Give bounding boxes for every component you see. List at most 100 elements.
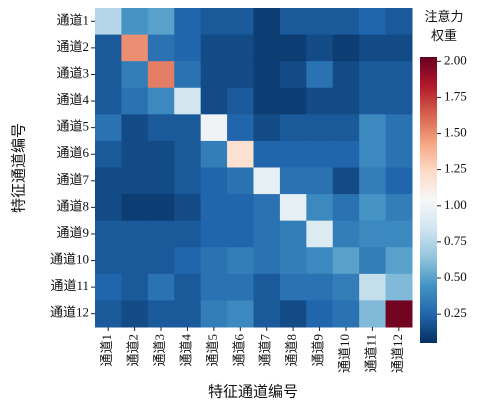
heatmap-cell xyxy=(147,8,175,36)
heatmap-cell xyxy=(174,34,202,62)
heatmap-cell xyxy=(147,140,175,168)
heatmap-cell xyxy=(147,273,175,301)
heatmap-cell xyxy=(121,61,149,89)
heatmap-cell xyxy=(227,87,254,115)
x-tick-label: 通道8 xyxy=(284,334,299,367)
colorbar-tick-label: 1.00 xyxy=(444,197,467,212)
heatmap-cell xyxy=(147,194,175,222)
heatmap-cell xyxy=(147,114,175,142)
heatmap-cell xyxy=(200,220,228,248)
heatmap-cell xyxy=(279,220,307,248)
heatmap-cell xyxy=(147,167,175,195)
heatmap-cell xyxy=(359,220,387,248)
heatmap-cell xyxy=(200,194,228,222)
heatmap-cell xyxy=(227,247,254,275)
heatmap-cell xyxy=(279,140,307,168)
heatmap-cell xyxy=(253,34,281,62)
colorbar-tick-label: 1.25 xyxy=(444,161,467,176)
heatmap-cell xyxy=(306,114,334,142)
heatmap-cell xyxy=(359,87,387,115)
colorbar xyxy=(420,57,437,343)
heatmap-cell xyxy=(95,34,122,62)
heatmap-cell xyxy=(121,273,149,301)
heatmap-cell xyxy=(306,300,334,328)
heatmap-cell xyxy=(227,300,254,328)
heatmap-cell xyxy=(200,167,228,195)
x-tick-label: 通道11 xyxy=(363,334,378,373)
x-tick-label: 通道7 xyxy=(258,334,273,367)
y-tick-label: 通道3 xyxy=(56,65,89,80)
heatmap-cell xyxy=(332,273,360,301)
y-tick-label: 通道1 xyxy=(56,12,89,27)
heatmap-cell xyxy=(95,8,122,36)
heatmap-cell xyxy=(332,167,360,195)
colorbar-title: 注意力 xyxy=(424,9,463,24)
heatmap-cell xyxy=(147,300,175,328)
x-tick-label: 通道3 xyxy=(152,334,167,367)
x-tick-label: 通道5 xyxy=(205,334,220,367)
y-axis-label: 特征通道编号 xyxy=(10,123,27,213)
heatmap-cell xyxy=(174,114,202,142)
heatmap-cell xyxy=(306,247,334,275)
x-tick-label: 通道10 xyxy=(337,334,352,373)
y-tick-label: 通道5 xyxy=(56,119,89,134)
x-tick-label: 通道6 xyxy=(231,334,246,367)
heatmap-cell xyxy=(227,34,254,62)
heatmap-cell xyxy=(147,220,175,248)
heatmap-cell xyxy=(253,87,281,115)
colorbar-tick-label: 0.50 xyxy=(444,269,467,284)
heatmap-cell xyxy=(95,87,122,115)
heatmap-cell xyxy=(174,194,202,222)
heatmap-cell xyxy=(95,220,122,248)
heatmap-cell xyxy=(227,167,254,195)
heatmap-cell xyxy=(174,300,202,328)
heatmap-cell xyxy=(95,167,122,195)
heatmap-cell xyxy=(385,220,413,248)
heatmap-cell xyxy=(359,167,387,195)
y-tick-label: 通道4 xyxy=(56,92,89,107)
heatmap-cell xyxy=(253,194,281,222)
y-tick-label: 通道9 xyxy=(56,225,89,240)
heatmap-cell xyxy=(385,247,413,275)
heatmap-cell xyxy=(279,34,307,62)
heatmap-cell xyxy=(332,220,360,248)
heatmap-cell xyxy=(253,167,281,195)
heatmap-cell xyxy=(95,273,122,301)
colorbar-tick-label: 0.75 xyxy=(444,233,467,248)
heatmap-cell xyxy=(306,34,334,62)
heatmap-cell xyxy=(359,300,387,328)
y-tick-label: 通道12 xyxy=(50,305,89,320)
colorbar-tick-label: 0.25 xyxy=(444,305,467,320)
heatmap-cell xyxy=(253,273,281,301)
heatmap-cell xyxy=(121,194,149,222)
heatmap-cell xyxy=(200,61,228,89)
heatmap-cell xyxy=(279,8,307,36)
heatmap-cell xyxy=(332,194,360,222)
heatmap-cell xyxy=(147,61,175,89)
heatmap-cell xyxy=(227,220,254,248)
heatmap-cell xyxy=(174,273,202,301)
heatmap-cell xyxy=(385,273,413,301)
heatmap-cell xyxy=(147,34,175,62)
heatmap-cell xyxy=(359,247,387,275)
x-tick-label: 通道1 xyxy=(99,334,114,367)
heatmap-cell xyxy=(200,87,228,115)
heatmap-cell xyxy=(385,87,413,115)
heatmap-cell xyxy=(306,167,334,195)
heatmap-cell xyxy=(227,273,254,301)
heatmap-cell xyxy=(332,34,360,62)
heatmap-cell xyxy=(332,114,360,142)
colorbar-tick-label: 1.75 xyxy=(444,88,467,103)
heatmap-cell xyxy=(332,87,360,115)
heatmap-cell xyxy=(385,34,413,62)
y-tick-label: 通道2 xyxy=(56,39,89,54)
heatmap-cell xyxy=(121,140,149,168)
x-tick-label: 通道4 xyxy=(178,334,193,367)
colorbar-tick-label: 2.00 xyxy=(444,52,467,67)
heatmap-cell xyxy=(121,167,149,195)
heatmap-cell xyxy=(121,87,149,115)
heatmap-cell xyxy=(147,87,175,115)
x-tick-label: 通道2 xyxy=(126,334,141,367)
heatmap-cell xyxy=(95,114,122,142)
